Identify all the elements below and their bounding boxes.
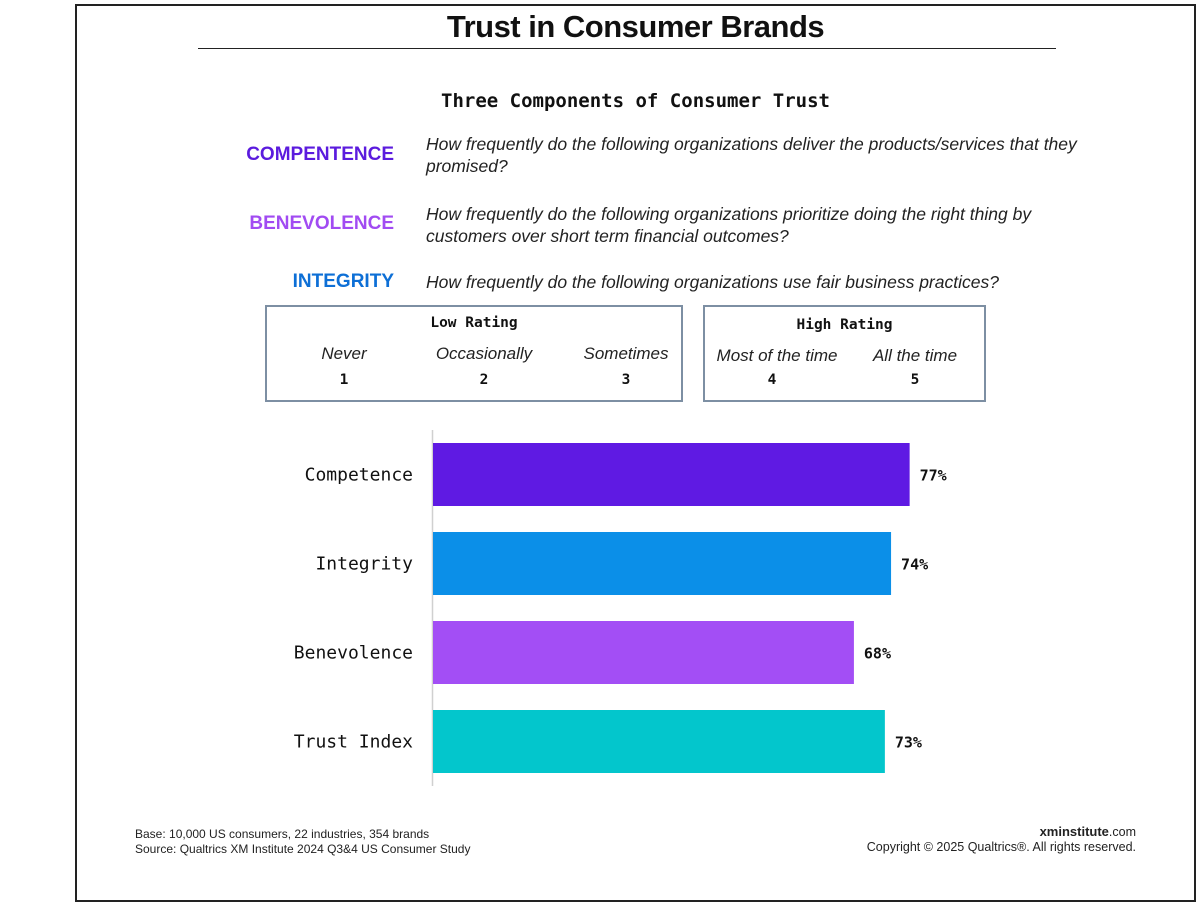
footer-notes: Base: 10,000 US consumers, 22 industries… — [135, 827, 470, 857]
footer-credits: xminstitute.com Copyright © 2025 Qualtri… — [867, 824, 1136, 855]
bar-benevolence — [433, 621, 854, 684]
high-rating-box: High Rating Most of the time 4 All the t… — [703, 305, 986, 402]
value-label: 68% — [864, 645, 891, 663]
figure-frame — [75, 4, 1196, 902]
component-question-benevolence: How frequently do the following organiza… — [426, 204, 1032, 246]
footer-base: Base: 10,000 US consumers, 22 industries… — [135, 827, 430, 841]
category-label: Benevolence — [294, 643, 413, 664]
component-question-competence: How frequently do the following organiza… — [426, 134, 1077, 176]
footer-brand-name: xminstitute — [1039, 824, 1109, 839]
value-label: 74% — [901, 556, 928, 574]
value-label: 77% — [920, 467, 947, 485]
rating-word-5: All the time — [872, 346, 958, 365]
bar-integrity — [433, 532, 892, 595]
footer-brand-suffix: .com — [1108, 825, 1136, 839]
title-divider — [198, 48, 1056, 49]
chart-subtitle: Three Components of Consumer Trust — [441, 90, 830, 112]
rating-word-1: Never — [321, 344, 367, 363]
rating-word-3: Sometimes — [583, 344, 669, 363]
rating-word-2: Occasionally — [435, 344, 533, 363]
component-label-integrity: INTEGRITY — [292, 271, 394, 292]
rating-number-3: 3 — [621, 372, 631, 388]
component-question-integrity: How frequently do the following organiza… — [426, 272, 999, 292]
rating-number-4: 4 — [767, 372, 777, 388]
component-label-benevolence: BENEVOLENCE — [249, 213, 394, 234]
bar-competence — [433, 443, 910, 506]
footer-brand: xminstitute.com — [867, 824, 1136, 840]
footer-copyright: Copyright © 2025 Qualtrics®. All rights … — [866, 840, 1136, 854]
value-label: 73% — [895, 734, 922, 752]
rating-word-4: Most of the time — [716, 346, 838, 365]
chart-title: Trust in Consumer Brands — [446, 9, 825, 44]
category-label: Trust Index — [294, 732, 413, 753]
low-rating-box: Low Rating Never 1 Occasionally 2 Someti… — [265, 305, 683, 402]
component-label-competence: COMPENTENCE — [246, 144, 394, 165]
bar-trust-index — [433, 710, 885, 773]
low-rating-heading: Low Rating — [430, 315, 518, 331]
rating-number-1: 1 — [339, 372, 349, 388]
footer-source: Source: Qualtrics XM Institute 2024 Q3&4… — [135, 842, 471, 856]
high-rating-heading: High Rating — [796, 317, 893, 333]
category-label: Competence — [305, 465, 413, 486]
rating-number-5: 5 — [910, 372, 920, 388]
category-label: Integrity — [315, 554, 413, 575]
rating-number-2: 2 — [479, 372, 489, 388]
